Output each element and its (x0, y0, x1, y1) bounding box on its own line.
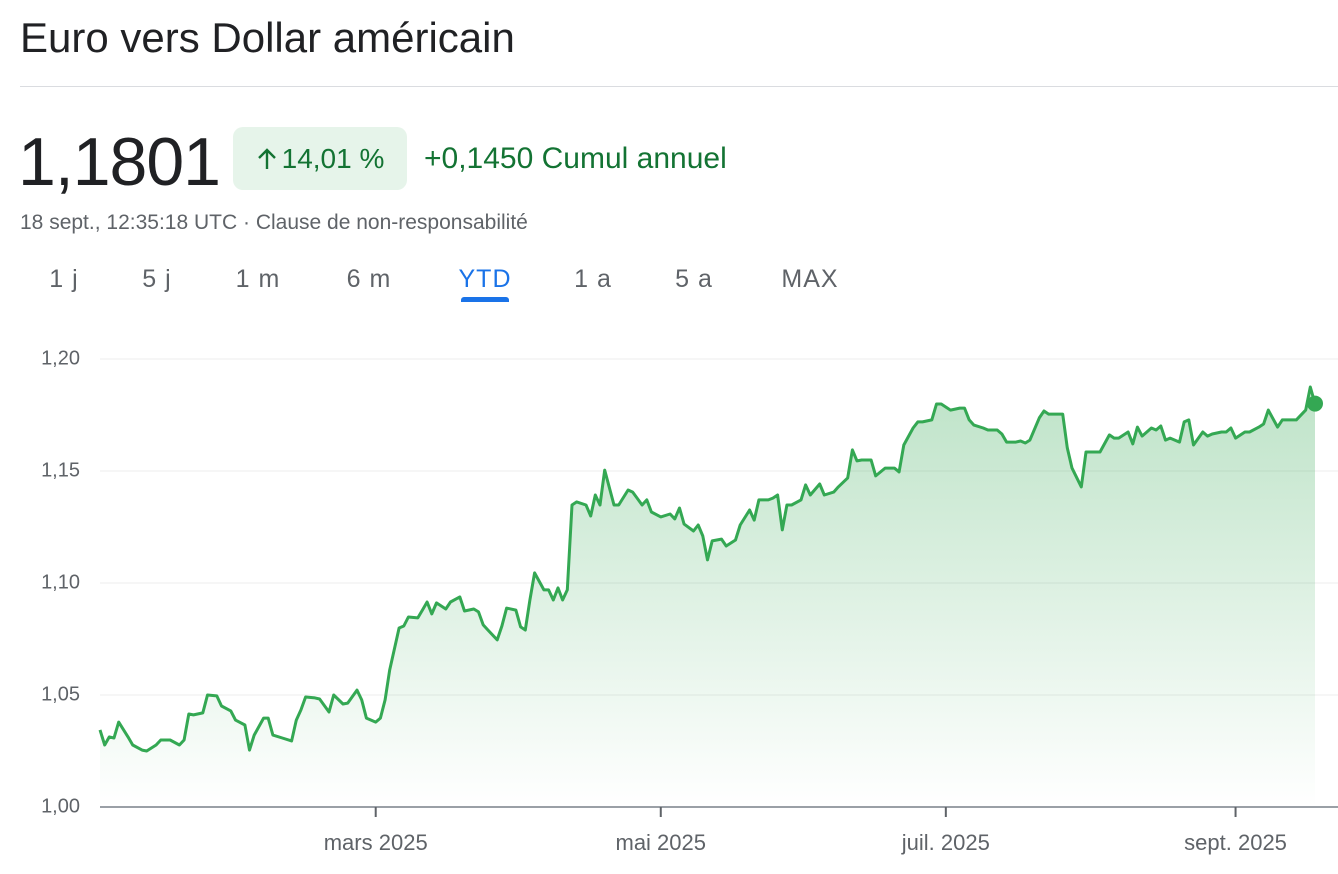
change-summary: +0,1450 Cumul annuel (424, 140, 727, 178)
subline: 18 sept., 12:35:18 UTC · Clause de non-r… (20, 209, 528, 237)
x-tick-label: mai 2025 (616, 830, 707, 855)
range-tab[interactable]: 1 m (235, 265, 281, 293)
range-tab[interactable]: 5 j (142, 265, 172, 293)
change-period: Cumul annuel (541, 142, 727, 175)
up-arrow-icon (257, 147, 276, 169)
price-line (98, 385, 1317, 753)
divider (20, 86, 1338, 87)
y-tick-label: 1,10 (41, 571, 80, 593)
range-tab[interactable]: 5 a (675, 265, 713, 293)
disclaimer-link[interactable]: Clause de non-responsabilité (255, 211, 528, 234)
range-tab[interactable]: MAX (781, 265, 839, 293)
area-fill (100, 387, 1315, 807)
range-tab[interactable]: 6 m (346, 265, 392, 293)
title: Euro vers Dollar américain (20, 14, 515, 61)
price: 1,1801 (18, 124, 221, 200)
range-tab[interactable]: 1 a (574, 265, 612, 293)
timestamp: 18 sept., 12:35:18 UTC (20, 211, 238, 234)
y-tick-label: 1,20 (41, 347, 80, 369)
change-percent: 14,01 % (281, 142, 385, 174)
range-tabs: 1 j 5 j 1 m 6 m YTD 1 a 5 a MAX (0, 262, 900, 306)
range-tab[interactable]: YTD (458, 265, 512, 293)
y-tick-label: 1,00 (41, 795, 80, 817)
x-tick-label: sept. 2025 (1184, 830, 1287, 855)
range-tab[interactable]: 1 j (49, 265, 79, 293)
active-tab-indicator (461, 297, 509, 302)
change-badge: 14,01 % (233, 127, 407, 190)
x-tick-label: juil. 2025 (901, 830, 990, 855)
y-tick-label: 1,05 (41, 683, 80, 705)
x-tick-label: mars 2025 (324, 830, 428, 855)
last-point (1307, 395, 1323, 412)
separator: · (242, 211, 250, 234)
y-tick-label: 1,15 (41, 459, 80, 481)
change-value: +0,1450 (424, 142, 534, 175)
